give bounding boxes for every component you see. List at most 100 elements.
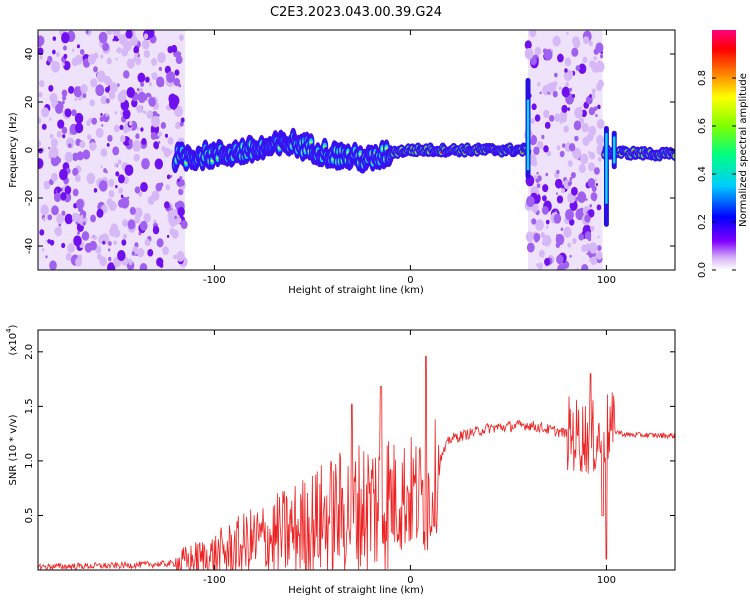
- noise-blob: [177, 206, 185, 217]
- noise-blob: [71, 48, 75, 52]
- cb-tick-label: 0.2: [697, 214, 708, 230]
- noise-blob: [129, 35, 138, 47]
- colorbar-gradient: [712, 30, 736, 270]
- p2-xtick-label: -100: [203, 575, 226, 586]
- noise-blob: [85, 30, 89, 35]
- noise-blob: [38, 47, 44, 56]
- noise-blob: [122, 219, 129, 228]
- noise-blob: [567, 160, 573, 167]
- noise-blob: [140, 81, 145, 87]
- noise-blob: [597, 235, 600, 239]
- snr-frame: [37, 329, 676, 571]
- noise-blob: [593, 56, 597, 61]
- noise-blob: [61, 32, 70, 44]
- noise-blob: [38, 91, 43, 98]
- noise-blob: [549, 114, 555, 122]
- noise-blob: [74, 97, 78, 102]
- noise-blob: [62, 95, 67, 101]
- noise-blob: [64, 151, 74, 163]
- noise-blob: [164, 201, 170, 209]
- noise-blob: [114, 111, 118, 115]
- noise-blob: [128, 258, 132, 263]
- noise-blob: [122, 109, 131, 120]
- noise-blob: [541, 205, 549, 215]
- noise-blob: [595, 251, 603, 260]
- noise-blob: [561, 86, 570, 98]
- noise-blob: [157, 113, 160, 117]
- noise-blob: [74, 122, 84, 134]
- noise-blob: [93, 235, 97, 241]
- noise-blob: [101, 124, 104, 127]
- noise-blob: [526, 195, 535, 208]
- noise-blob: [136, 127, 139, 131]
- noise-blob: [93, 66, 98, 73]
- noise-blob: [177, 178, 180, 183]
- noise-blob: [170, 174, 173, 178]
- noise-blob: [164, 133, 169, 138]
- noise-blob: [133, 46, 140, 54]
- noise-blob: [134, 52, 138, 58]
- noise-blob: [596, 82, 603, 91]
- noise-blob: [148, 82, 153, 87]
- noise-blob: [72, 188, 79, 197]
- noise-blob: [120, 196, 130, 209]
- noise-blob: [165, 184, 171, 191]
- noise-blob: [588, 242, 598, 254]
- snr-xlabel: Height of straight line (km): [288, 585, 424, 596]
- noise-blob: [544, 121, 551, 129]
- noise-blob: [124, 164, 134, 176]
- noise-blob: [554, 72, 558, 78]
- noise-blob: [98, 180, 108, 192]
- noise-blob: [176, 251, 185, 262]
- noise-blob: [77, 231, 80, 235]
- noise-blob: [526, 242, 535, 253]
- noise-blob: [140, 182, 148, 193]
- noise-blob: [176, 217, 182, 224]
- noise-blob: [43, 180, 51, 190]
- noise-blob: [552, 35, 561, 47]
- noise-blob: [41, 107, 50, 118]
- noise-blob: [74, 174, 81, 182]
- cb-tick-label: 0.8: [697, 70, 708, 86]
- noise-blob: [543, 49, 553, 61]
- noise-blob: [577, 191, 587, 203]
- noise-blob: [543, 145, 549, 153]
- noise-blob: [67, 243, 75, 254]
- noise-blob: [80, 84, 88, 94]
- noise-blob: [150, 131, 157, 140]
- noise-blob: [39, 80, 45, 88]
- figure-title: C2E3.2023.043.00.39.G24: [270, 5, 442, 20]
- noise-blob: [102, 42, 110, 52]
- snr-ylabel: SNR (10 * v/v): [8, 414, 19, 485]
- noise-blob: [117, 174, 125, 184]
- signal-core: [359, 152, 362, 156]
- noise-blob: [107, 78, 113, 86]
- noise-blob: [562, 143, 566, 148]
- noise-blob: [545, 219, 550, 225]
- noise-blob: [157, 132, 162, 137]
- noise-blob: [565, 82, 570, 88]
- noise-blob: [90, 214, 97, 223]
- noise-blob: [65, 252, 72, 261]
- noise-blob: [108, 91, 116, 100]
- noise-blob: [539, 91, 542, 95]
- noise-blob: [76, 151, 84, 161]
- noise-blob: [123, 128, 126, 132]
- noise-blob: [572, 147, 582, 160]
- noise-blob: [123, 126, 129, 134]
- spike-core-0: [526, 99, 530, 171]
- p1-ytick-label: 20: [24, 96, 35, 109]
- noise-blob: [62, 134, 66, 139]
- noise-blob: [143, 49, 150, 58]
- noise-blob: [564, 68, 568, 73]
- noise-blob: [560, 227, 564, 231]
- noise-blob: [590, 256, 598, 266]
- noise-blob: [560, 187, 566, 194]
- noise-blob: [122, 233, 128, 240]
- noise-blob: [105, 98, 110, 104]
- noise-blob: [139, 220, 148, 231]
- noise-blob: [174, 202, 180, 209]
- noise-blob: [63, 60, 71, 71]
- noise-blob: [166, 71, 176, 83]
- noise-blob: [584, 214, 591, 223]
